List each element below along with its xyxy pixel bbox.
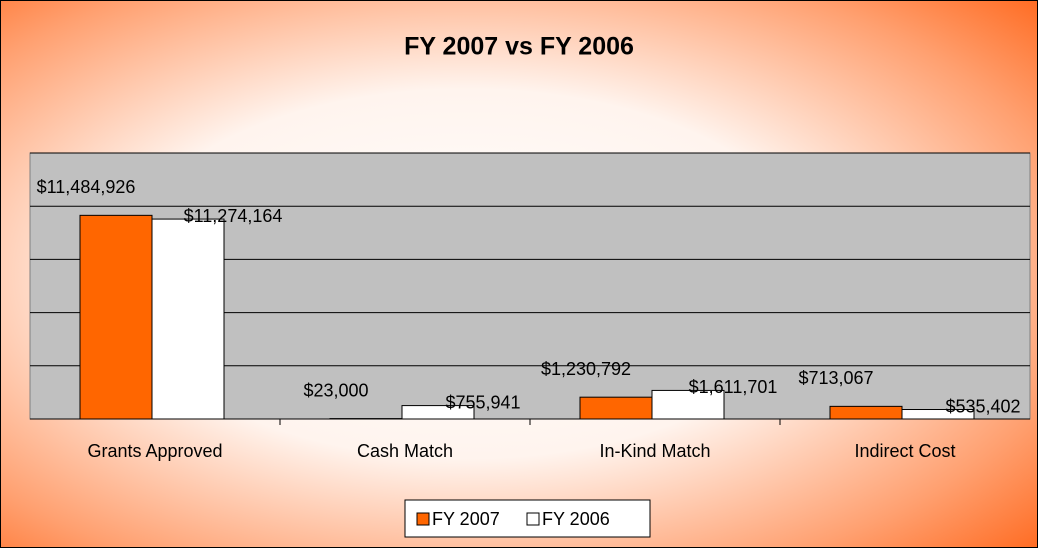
value-label: $535,402 <box>945 396 1020 416</box>
x-tick-label: Indirect Cost <box>854 441 955 461</box>
x-tick-label: In-Kind Match <box>599 441 710 461</box>
bar <box>579 396 653 420</box>
legend-swatch <box>526 512 540 526</box>
value-label: $755,941 <box>445 392 520 412</box>
bar <box>901 409 975 420</box>
value-label: $23,000 <box>303 380 368 400</box>
x-tick-label: Cash Match <box>357 441 453 461</box>
bar <box>651 389 725 420</box>
bar <box>79 214 153 420</box>
value-label: $713,067 <box>798 368 873 388</box>
value-label: $1,611,701 <box>689 377 778 397</box>
legend-label: FY 2006 <box>542 509 610 529</box>
x-tick-label: Grants Approved <box>87 441 222 461</box>
legend-label: FY 2007 <box>432 509 500 529</box>
bar <box>151 218 225 420</box>
chart-title: FY 2007 vs FY 2006 <box>404 33 634 61</box>
bar <box>829 405 903 420</box>
bar <box>401 405 475 420</box>
value-label: $11,274,164 <box>184 206 283 226</box>
value-label: $1,230,792 <box>541 359 631 379</box>
legend-swatch <box>416 512 430 526</box>
value-label: $11,484,926 <box>37 177 136 197</box>
